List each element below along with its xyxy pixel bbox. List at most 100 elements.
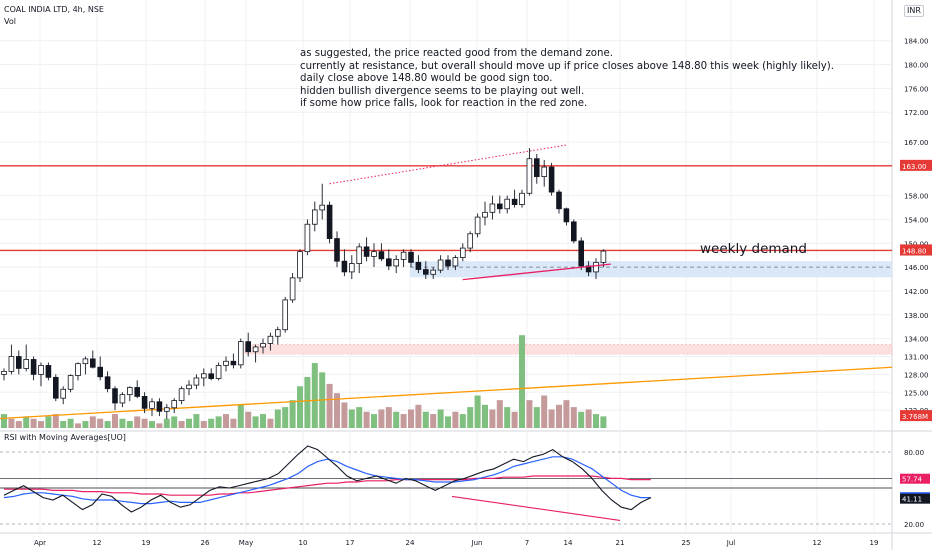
volume-bar bbox=[171, 416, 178, 428]
demand-zone-label: weekly demand bbox=[700, 241, 807, 257]
volume-bar bbox=[215, 416, 222, 428]
volume-bar bbox=[126, 421, 133, 428]
candle-body-up bbox=[519, 192, 525, 205]
candle bbox=[23, 344, 29, 372]
candle bbox=[482, 201, 488, 226]
candle-body-down bbox=[245, 341, 252, 353]
candle bbox=[75, 362, 81, 381]
candle-body-up bbox=[1, 371, 7, 375]
candle-body-up bbox=[393, 258, 399, 267]
candle bbox=[519, 189, 525, 208]
price-tick-label: 184.00 bbox=[904, 38, 929, 46]
volume-bar bbox=[304, 376, 311, 428]
candle-body-up bbox=[371, 251, 377, 257]
price-axis-marker: 3.768M bbox=[900, 410, 932, 422]
candle bbox=[319, 183, 325, 220]
time-tick-label: 21 bbox=[616, 539, 625, 547]
candle-body-up bbox=[163, 407, 170, 412]
candle-body-up bbox=[252, 346, 259, 353]
time-tick-label: May bbox=[239, 539, 253, 547]
time-tick-label: 19 bbox=[142, 539, 151, 547]
volume-bar bbox=[459, 414, 466, 428]
volume-bar bbox=[445, 416, 451, 428]
candle bbox=[534, 153, 540, 184]
candle bbox=[163, 404, 170, 420]
candle-body-up bbox=[237, 341, 244, 366]
volume-bar bbox=[430, 414, 437, 428]
volume-bar bbox=[45, 416, 52, 428]
volume-bar bbox=[252, 416, 259, 428]
volume-bar bbox=[141, 418, 148, 428]
volume-bar bbox=[474, 395, 481, 428]
candle bbox=[237, 338, 244, 369]
volume-bar bbox=[200, 421, 207, 428]
candle-body-up bbox=[489, 203, 496, 213]
candle bbox=[267, 332, 274, 351]
volume-bar bbox=[541, 395, 548, 428]
volume-bar bbox=[363, 411, 370, 428]
volume-bar bbox=[237, 404, 244, 428]
time-tick-label: 17 bbox=[346, 539, 355, 547]
candle-body-down bbox=[134, 387, 141, 397]
candle-body-up bbox=[119, 394, 126, 404]
candle-body-up bbox=[437, 259, 444, 271]
candle-body-up bbox=[289, 277, 296, 301]
price-tick-label: 172.00 bbox=[904, 109, 929, 117]
note-line: if some how price falls, look for reacti… bbox=[300, 98, 588, 110]
candle-body-down bbox=[511, 198, 518, 205]
rsi-line bbox=[3, 445, 652, 513]
volume-bar bbox=[267, 418, 274, 428]
volume-bar bbox=[208, 418, 215, 428]
currency-badge[interactable]: INR bbox=[904, 5, 924, 17]
candle bbox=[8, 344, 15, 375]
candle bbox=[1, 368, 7, 381]
weekly-demand-zone bbox=[410, 261, 892, 278]
candle-body-up bbox=[459, 247, 466, 259]
volume-bar bbox=[393, 411, 400, 428]
price-axis-marker: 163.00 bbox=[900, 159, 932, 171]
candle-body-down bbox=[563, 208, 570, 223]
volume-bar bbox=[149, 421, 155, 428]
volume-bar bbox=[297, 386, 303, 428]
candle-body-up bbox=[178, 388, 185, 401]
volume-bar bbox=[348, 409, 355, 428]
rsi-tick-label: 20.00 bbox=[904, 521, 924, 529]
price-marker-box bbox=[900, 244, 932, 256]
candle bbox=[260, 338, 266, 354]
candle-body-up bbox=[504, 198, 510, 210]
candle bbox=[437, 255, 444, 274]
volume-bar bbox=[8, 418, 15, 428]
candle-body-up bbox=[474, 216, 481, 235]
volume-bar bbox=[230, 418, 237, 428]
volume-bar bbox=[593, 414, 599, 428]
candle-body-down bbox=[15, 356, 22, 369]
candle-body-down bbox=[141, 396, 148, 409]
candle bbox=[408, 249, 414, 268]
candle bbox=[556, 189, 562, 214]
candle-body-down bbox=[363, 246, 370, 257]
candle bbox=[526, 147, 533, 196]
price-divergence-line bbox=[462, 263, 611, 281]
candle-body-down bbox=[415, 261, 422, 270]
candle bbox=[422, 261, 429, 280]
candle-body-down bbox=[104, 376, 111, 390]
candle-body-up bbox=[127, 387, 133, 396]
candle bbox=[445, 255, 451, 271]
rsi-axis-marker: 41.11 bbox=[900, 493, 930, 504]
candle bbox=[378, 243, 385, 262]
volume-bar bbox=[30, 418, 37, 428]
rsi-indicator-title[interactable]: RSI with Moving Averages[UO] bbox=[4, 433, 126, 442]
candle-body-up bbox=[171, 400, 178, 409]
candle bbox=[363, 237, 370, 262]
candle bbox=[393, 255, 399, 274]
candle bbox=[15, 350, 22, 375]
volume-bar bbox=[97, 418, 104, 428]
volume-bar bbox=[570, 407, 577, 428]
candle bbox=[223, 356, 229, 372]
candle-body-down bbox=[53, 376, 59, 399]
price-marker-text: 163.00 bbox=[902, 163, 927, 171]
candle bbox=[67, 374, 74, 393]
candle-body-up bbox=[400, 251, 407, 260]
symbol-title: COAL INDIA LTD, 4h, NSE bbox=[4, 5, 104, 14]
